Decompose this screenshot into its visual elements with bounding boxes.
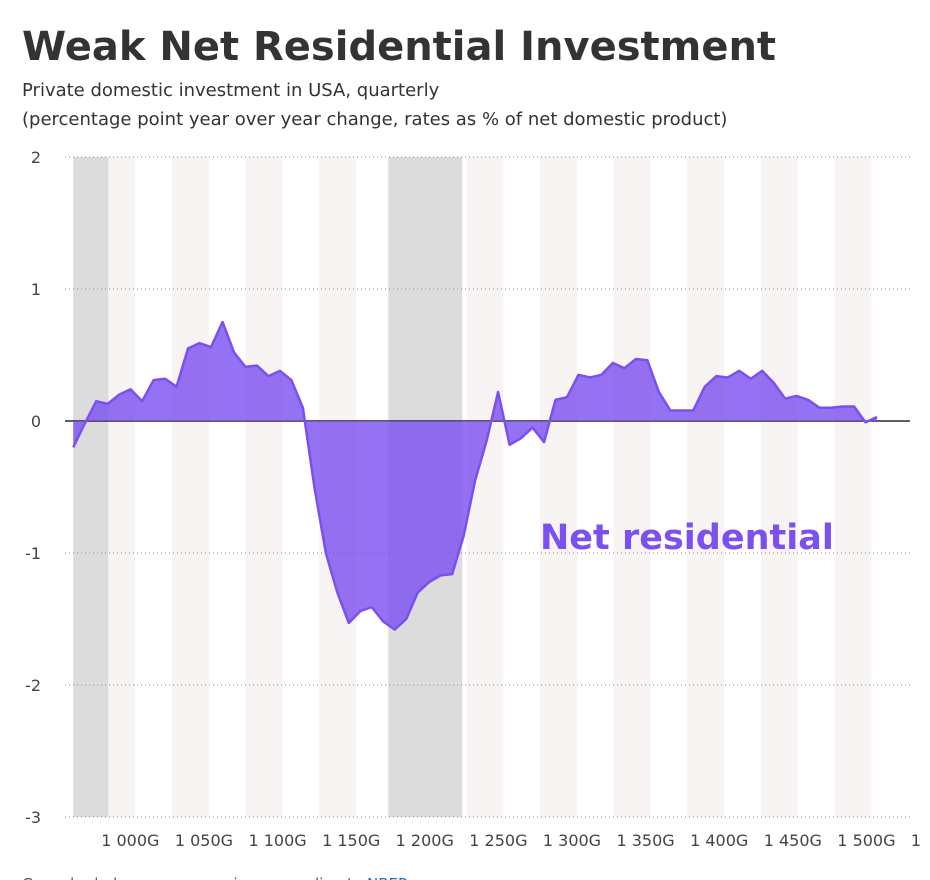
stripe — [613, 157, 651, 817]
stripe — [540, 157, 577, 817]
recession-band — [73, 157, 109, 817]
y-tick-label: -3 — [25, 808, 41, 827]
footnote: Grey shaded areas = recessions according… — [22, 875, 408, 880]
stripe — [172, 157, 209, 817]
x-tick-label: 1 — [911, 831, 921, 850]
y-tick-label: 0 — [31, 412, 41, 431]
y-tick-label: 2 — [31, 148, 41, 167]
y-tick-label: -1 — [25, 544, 41, 563]
x-tick-label: 1 000G — [101, 831, 159, 850]
background-stripes — [108, 157, 872, 817]
x-tick-label: 1 150G — [322, 831, 380, 850]
x-tick-label: 1 250G — [469, 831, 527, 850]
chart-subtitle: Private domestic investment in USA, quar… — [22, 80, 440, 101]
stripe — [108, 157, 135, 817]
x-tick-label: 1 200G — [396, 831, 454, 850]
x-tick-label: 1 500G — [837, 831, 895, 850]
series-label: Net residential — [540, 518, 834, 558]
chart-subtitle: (percentage point year over year change,… — [22, 109, 727, 130]
stripe — [687, 157, 725, 817]
x-tick-label: 1 350G — [616, 831, 674, 850]
x-tick-label: 1 050G — [175, 831, 233, 850]
x-tick-label: 1 400G — [690, 831, 748, 850]
x-tick-label: 1 450G — [764, 831, 822, 850]
x-tick-label: 1 100G — [248, 831, 306, 850]
area — [73, 322, 878, 630]
y-tick-label: -2 — [25, 676, 41, 695]
footnote-link[interactable]: NBER — [367, 875, 408, 880]
stripe — [245, 157, 283, 817]
stripe — [834, 157, 872, 817]
footnote-text: Grey shaded areas = recessions according… — [22, 875, 362, 880]
stripe — [760, 157, 798, 817]
line — [72, 320, 878, 631]
x-tick-label: 1 300G — [543, 831, 601, 850]
y-tick-label: 1 — [31, 280, 41, 299]
chart-title: Weak Net Residential Investment — [22, 24, 776, 70]
